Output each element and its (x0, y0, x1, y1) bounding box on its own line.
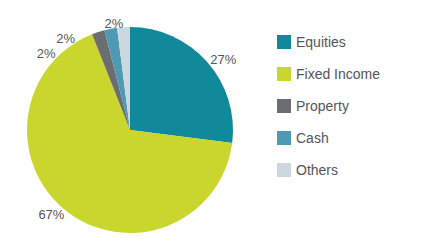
svg-text:27%: 27% (210, 52, 236, 67)
svg-text:Equities: Equities (296, 34, 346, 50)
svg-text:Others: Others (296, 162, 338, 178)
svg-text:Property: Property (296, 98, 349, 114)
svg-text:2%: 2% (56, 31, 75, 46)
svg-text:Cash: Cash (296, 130, 329, 146)
svg-text:2%: 2% (104, 16, 123, 31)
svg-text:2%: 2% (37, 46, 56, 61)
svg-text:67%: 67% (38, 207, 64, 222)
svg-text:Fixed Income: Fixed Income (296, 66, 380, 82)
